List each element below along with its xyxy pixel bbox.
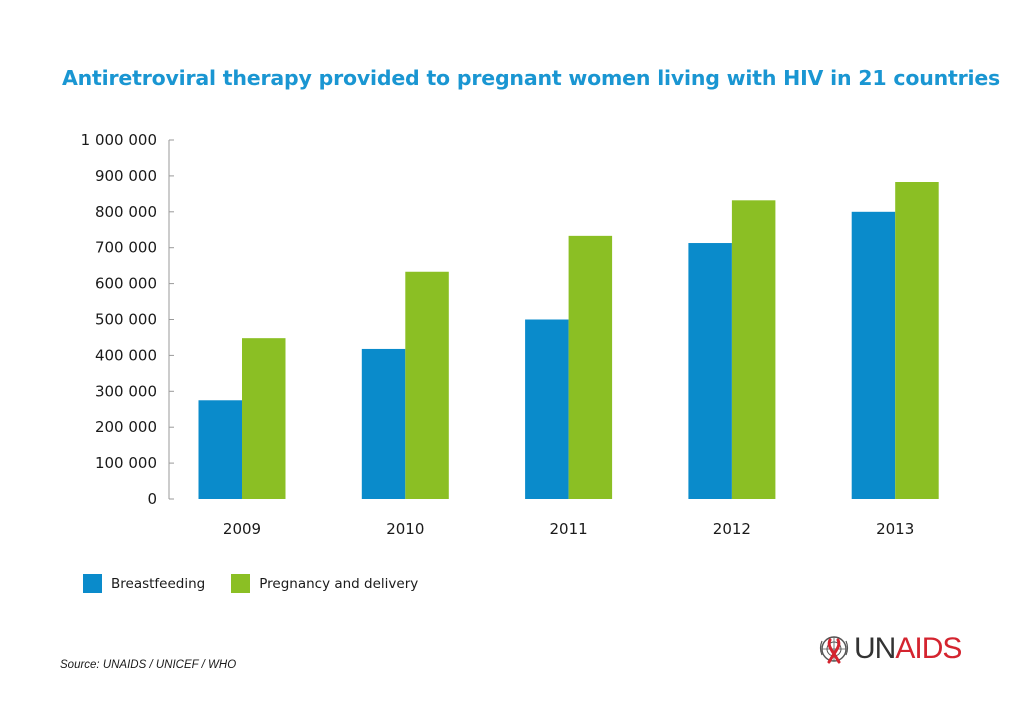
un-emblem-ribbon-icon	[819, 636, 849, 664]
source-note: Source: UNAIDS / UNICEF / WHO	[60, 659, 237, 671]
legend-label-breastfeeding: Breastfeeding	[111, 575, 206, 592]
logo-un-text: UN	[854, 632, 896, 665]
bars	[198, 182, 939, 500]
bar-pregnancy-2013	[895, 182, 939, 500]
legend-swatch-breastfeeding	[83, 574, 102, 593]
y-tick-label: 400 000	[95, 346, 157, 364]
bar-pregnancy-2012	[731, 200, 776, 499]
bar-breastfeeding-2010	[361, 348, 406, 499]
bar-breastfeeding-2012	[688, 243, 732, 499]
legend-item-breastfeeding: Breastfeeding	[83, 574, 205, 593]
y-tick-label: 1 000 000	[81, 131, 157, 149]
y-tick-label: 700 000	[95, 239, 157, 257]
bar-pregnancy-2009	[242, 338, 286, 499]
y-tick-label: 900 000	[95, 167, 157, 185]
x-category-label: 2011	[550, 520, 588, 538]
x-category-label: 2009	[223, 520, 261, 538]
y-tick-label: 100 000	[95, 454, 157, 472]
y-axis: 0 100 000 200 000 300 000 400 000 500 000 600 …	[81, 131, 174, 508]
legend-swatch-pregnancy	[231, 574, 251, 593]
unaids-logo: UNAIDS	[817, 632, 962, 666]
y-tick-label: 300 000	[95, 382, 157, 400]
y-tick-label: 500 000	[95, 311, 157, 329]
legend-label-pregnancy: Pregnancy and delivery	[259, 575, 419, 592]
bar-pregnancy-2011	[568, 235, 613, 499]
logo-aids-text: AIDS	[895, 632, 962, 665]
x-axis-labels: 2009 2010 2011 2012 2013	[223, 520, 914, 538]
legend: Breastfeeding Pregnancy and delivery	[83, 574, 444, 593]
bar-breastfeeding-2009	[198, 400, 242, 499]
x-category-label: 2013	[876, 520, 914, 538]
bar-breastfeeding-2011	[525, 319, 569, 499]
y-tick-label: 200 000	[95, 418, 157, 436]
legend-item-pregnancy: Pregnancy and delivery	[231, 574, 418, 593]
x-category-label: 2010	[386, 520, 424, 538]
chart-title: Antiretroviral therapy provided to pregn…	[62, 66, 1001, 90]
bar-pregnancy-2010	[405, 271, 449, 499]
y-tick-label: 600 000	[95, 275, 157, 293]
bar-breastfeeding-2013	[851, 211, 896, 500]
unaids-wordmark: UNAIDS	[854, 632, 962, 666]
y-tick-label: 0	[147, 490, 157, 508]
y-tick-label: 800 000	[95, 203, 157, 221]
x-category-label: 2012	[713, 520, 751, 538]
